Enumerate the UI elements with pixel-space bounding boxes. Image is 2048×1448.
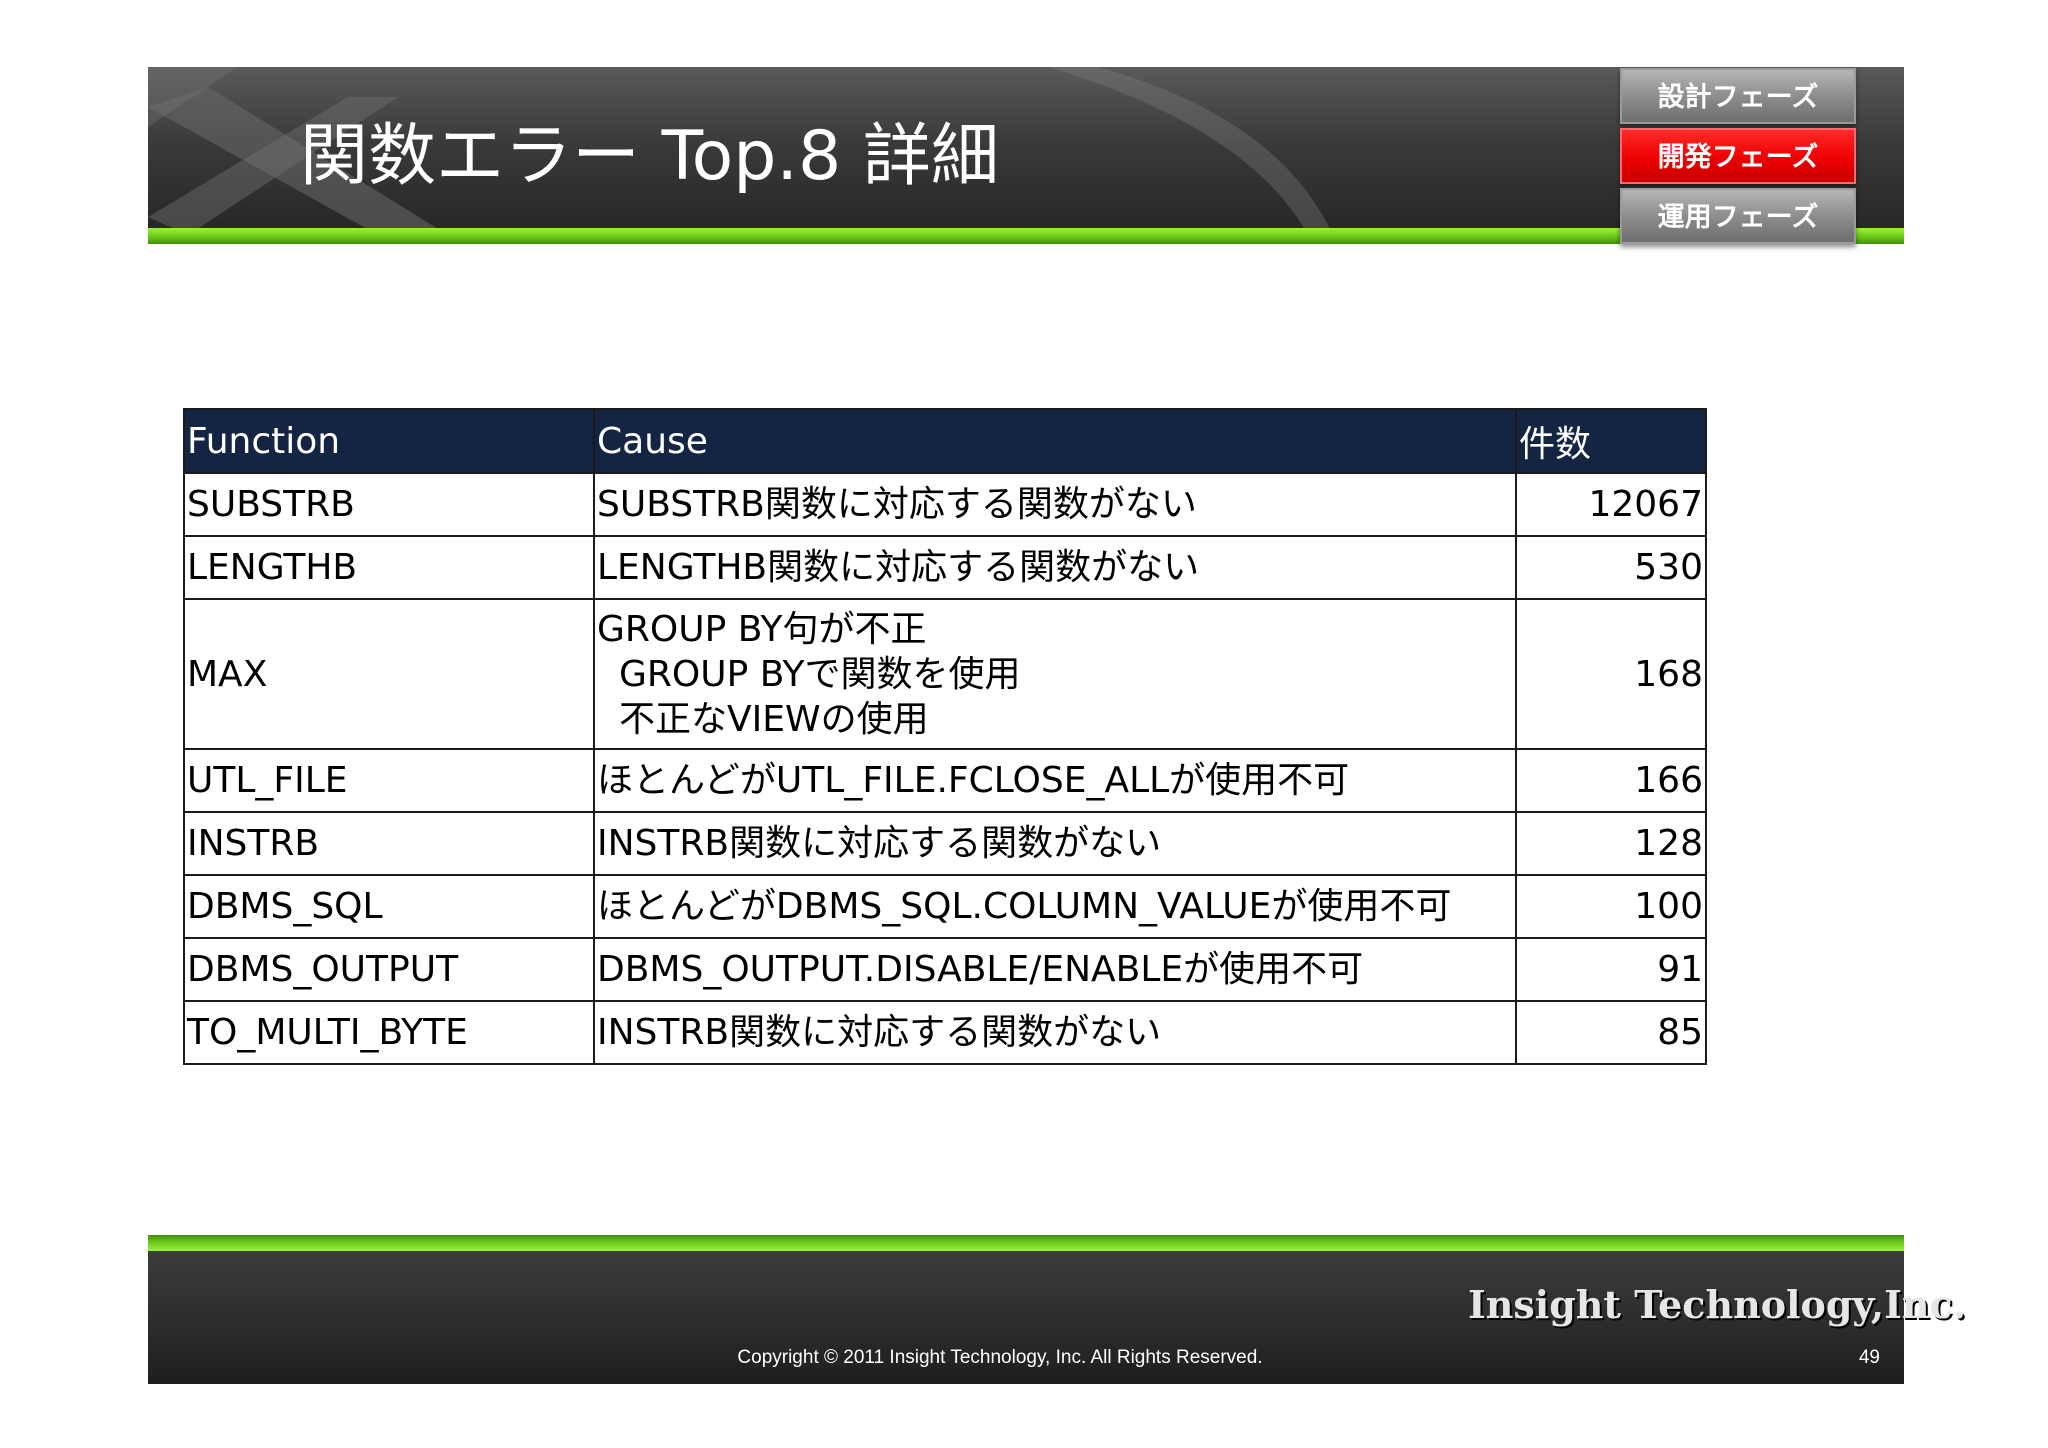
cause-line: 不正なVIEWの使用 bbox=[619, 698, 929, 740]
table-row: INSTRB INSTRB関数に対応する関数がない 128 bbox=[183, 811, 1707, 876]
cause-line: GROUP BYで関数を使用 bbox=[619, 653, 1021, 695]
count-cell: 12067 bbox=[1515, 472, 1707, 537]
count-cell: 91 bbox=[1515, 937, 1707, 1002]
footer-bar bbox=[148, 1251, 1904, 1384]
cause-cell: DBMS_OUTPUT.DISABLE/ENABLEが使用不可 bbox=[593, 937, 1517, 1002]
function-cell: SUBSTRB bbox=[183, 472, 595, 537]
table-row: TO_MULTI_BYTE INSTRB関数に対応する関数がない 85 bbox=[183, 1000, 1707, 1065]
page-number: 49 bbox=[1858, 1347, 1880, 1368]
function-cell: LENGTHB bbox=[183, 535, 595, 600]
column-header-count: 件数 bbox=[1515, 408, 1707, 474]
cause-line: INSTRB関数に対応する関数がない bbox=[597, 1012, 1162, 1053]
function-cell: TO_MULTI_BYTE bbox=[183, 1000, 595, 1065]
cause-cell: ほとんどがUTL_FILE.FCLOSE_ALLが使用不可 bbox=[593, 748, 1517, 813]
count-cell: 168 bbox=[1515, 598, 1707, 750]
function-cell: DBMS_OUTPUT bbox=[183, 937, 595, 1002]
phase-button-operation[interactable]: 運用フェーズ bbox=[1620, 188, 1856, 244]
cause-line: INSTRB関数に対応する関数がない bbox=[597, 823, 1162, 864]
table-row: LENGTHB LENGTHB関数に対応する関数がない 530 bbox=[183, 535, 1707, 600]
header-decoration bbox=[148, 67, 1333, 235]
header-accent-stripe bbox=[148, 228, 1904, 244]
table-row: UTL_FILE ほとんどがUTL_FILE.FCLOSE_ALLが使用不可 1… bbox=[183, 748, 1707, 813]
function-cell: DBMS_SQL bbox=[183, 874, 595, 939]
cause-line: SUBSTRB関数に対応する関数がない bbox=[597, 484, 1197, 525]
header-bar bbox=[148, 67, 1904, 235]
cause-line: GROUP BY句が不正 bbox=[597, 608, 927, 650]
cause-line: LENGTHB関数に対応する関数がない bbox=[597, 547, 1200, 588]
cause-line: ほとんどがUTL_FILE.FCLOSE_ALLが使用不可 bbox=[597, 760, 1350, 801]
cause-cell: INSTRB関数に対応する関数がない bbox=[593, 1000, 1517, 1065]
phase-nav: 設計フェーズ 開発フェーズ 運用フェーズ bbox=[1620, 68, 1856, 248]
phase-button-design[interactable]: 設計フェーズ bbox=[1620, 68, 1856, 124]
function-cell: MAX bbox=[183, 598, 595, 750]
phase-button-development[interactable]: 開発フェーズ bbox=[1620, 128, 1856, 184]
count-cell: 100 bbox=[1515, 874, 1707, 939]
count-cell: 166 bbox=[1515, 748, 1707, 813]
column-header-cause: Cause bbox=[593, 408, 1517, 474]
table-row: SUBSTRB SUBSTRB関数に対応する関数がない 12067 bbox=[183, 472, 1707, 537]
function-cell: INSTRB bbox=[183, 811, 595, 876]
column-header-function: Function bbox=[183, 408, 595, 474]
cause-cell: INSTRB関数に対応する関数がない bbox=[593, 811, 1517, 876]
function-error-table: Function Cause 件数 SUBSTRB SUBSTRB関数に対応する… bbox=[183, 408, 1707, 1065]
copyright-text: Copyright © 2011 Insight Technology, Inc… bbox=[737, 1347, 1263, 1368]
table-row: DBMS_SQL ほとんどがDBMS_SQL.COLUMN_VALUEが使用不可… bbox=[183, 874, 1707, 939]
company-logo: Insight Technology,Inc. bbox=[1468, 1282, 1966, 1327]
cause-cell: LENGTHB関数に対応する関数がない bbox=[593, 535, 1517, 600]
count-cell: 128 bbox=[1515, 811, 1707, 876]
table-row: MAX GROUP BY句が不正 GROUP BYで関数を使用 不正なVIEWの… bbox=[183, 598, 1707, 750]
table-row: DBMS_OUTPUT DBMS_OUTPUT.DISABLE/ENABLEが使… bbox=[183, 937, 1707, 1002]
cause-cell: SUBSTRB関数に対応する関数がない bbox=[593, 472, 1517, 537]
table-header-row: Function Cause 件数 bbox=[183, 408, 1707, 474]
cause-line: DBMS_OUTPUT.DISABLE/ENABLEが使用不可 bbox=[597, 949, 1364, 990]
cause-line: ほとんどがDBMS_SQL.COLUMN_VALUEが使用不可 bbox=[597, 886, 1452, 927]
footer-accent-stripe bbox=[148, 1235, 1904, 1251]
count-cell: 530 bbox=[1515, 535, 1707, 600]
cause-cell: ほとんどがDBMS_SQL.COLUMN_VALUEが使用不可 bbox=[593, 874, 1517, 939]
page-title: 関数エラー Top.8 詳細 bbox=[300, 117, 999, 196]
function-cell: UTL_FILE bbox=[183, 748, 595, 813]
count-cell: 85 bbox=[1515, 1000, 1707, 1065]
cause-cell: GROUP BY句が不正 GROUP BYで関数を使用 不正なVIEWの使用 bbox=[593, 598, 1517, 750]
